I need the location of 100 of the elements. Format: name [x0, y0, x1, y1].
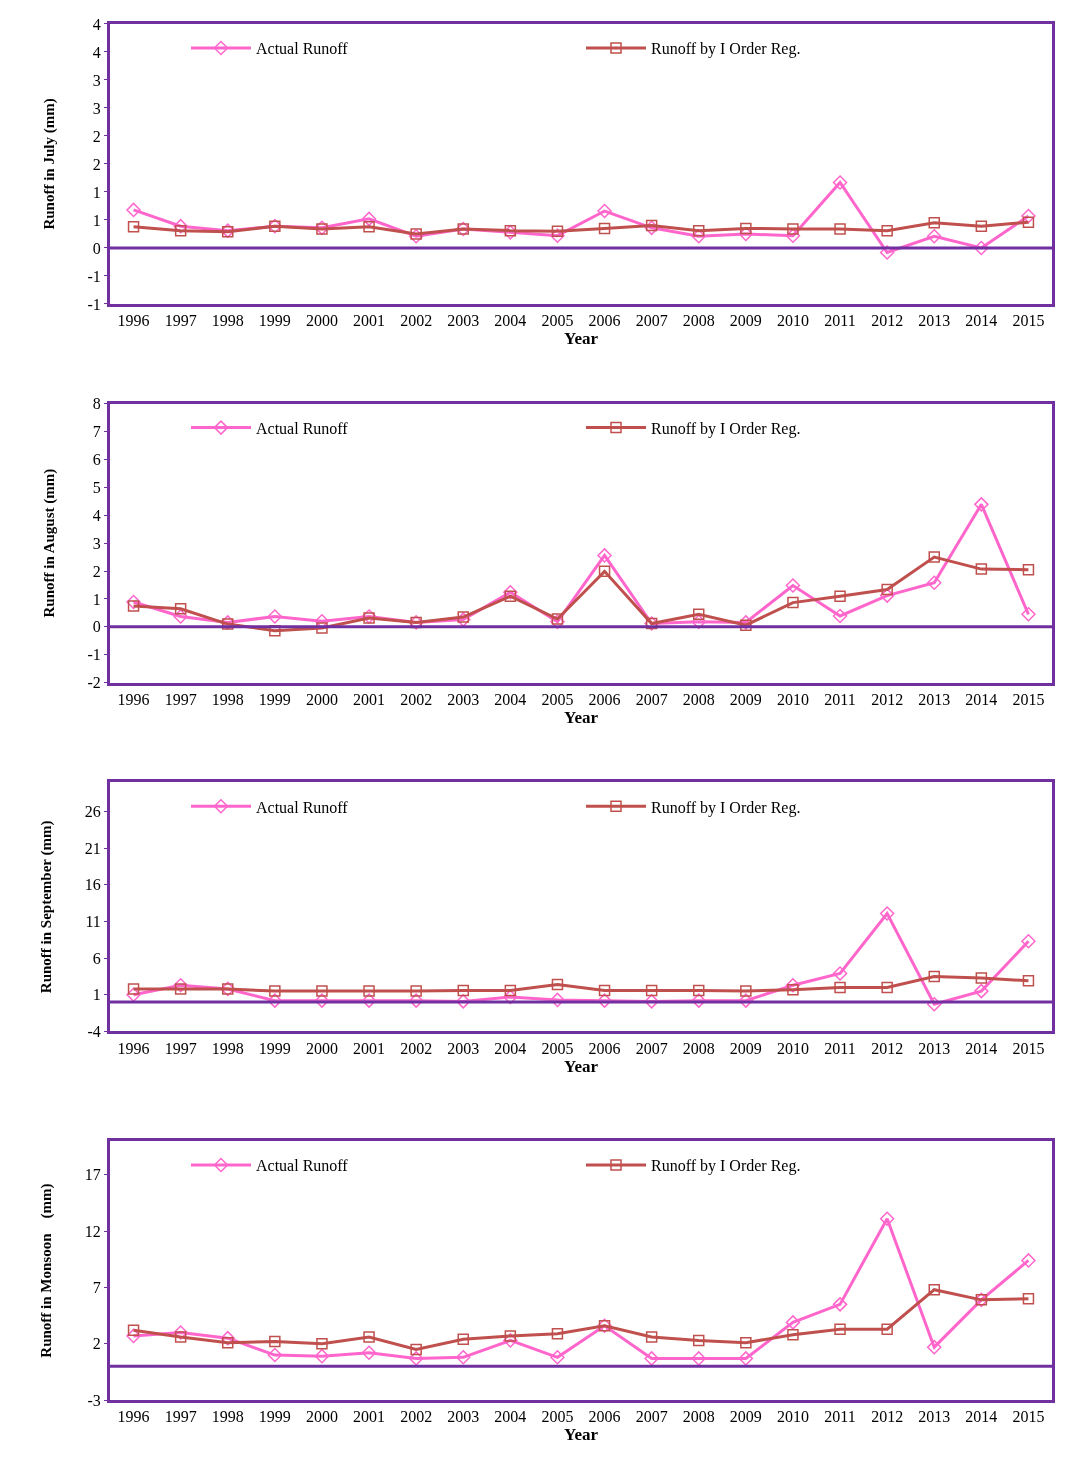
- point: [314, 993, 330, 1008]
- legend-label: Actual Runoff: [256, 798, 349, 816]
- y-axis-title: Runoff in September (mm): [38, 820, 56, 994]
- x-tick-label: 2012: [871, 690, 904, 708]
- x-tick-label: 2008: [682, 690, 715, 708]
- x-tick-label: 1996: [117, 312, 150, 330]
- legend-label: Runoff by I Order Reg.: [651, 1157, 801, 1176]
- point: [174, 224, 187, 237]
- x-tick-label: 1998: [211, 1039, 244, 1057]
- point: [550, 1350, 565, 1365]
- point: [314, 1348, 330, 1364]
- x-tick-label: 2011: [824, 690, 856, 708]
- point: [832, 1297, 848, 1312]
- point: [691, 993, 706, 1008]
- point: [832, 175, 848, 190]
- y-tick-label: 1: [92, 986, 101, 1004]
- point: [693, 608, 705, 621]
- y-tick-label: 1: [92, 211, 101, 229]
- x-tick-label: 2011: [824, 1039, 856, 1057]
- x-tick-label: 2007: [635, 1408, 668, 1426]
- x-tick-label: 2015: [1012, 1408, 1045, 1426]
- x-tick-label: 2006: [588, 1039, 621, 1057]
- legend-label: Runoff by I Order Reg.: [651, 798, 801, 817]
- point: [361, 1345, 377, 1361]
- x-tick-label: 1999: [258, 1039, 291, 1057]
- point: [408, 228, 424, 244]
- point: [361, 211, 377, 227]
- point: [220, 1330, 235, 1346]
- point: [974, 983, 989, 999]
- point: [173, 1325, 188, 1340]
- point: [410, 228, 422, 240]
- point: [644, 994, 659, 1009]
- x-tick-label: 1997: [164, 312, 197, 330]
- point: [785, 978, 801, 993]
- x-tick-label: 2006: [588, 690, 621, 708]
- y-tick-label: 4: [92, 15, 101, 33]
- y-tick-label: -1: [87, 295, 101, 313]
- y-tick-label: 2: [92, 127, 101, 145]
- x-tick-label: 2013: [918, 312, 951, 330]
- legend-label: Runoff by I Order Reg.: [651, 419, 801, 438]
- point: [645, 984, 658, 997]
- y-tick-label: -1: [87, 646, 101, 664]
- y-tick-label: 2: [92, 562, 101, 580]
- x-tick-label: 1999: [258, 690, 291, 708]
- point: [456, 1350, 471, 1365]
- x-tick-label: 2002: [400, 1408, 433, 1426]
- point: [881, 981, 893, 994]
- point: [551, 978, 564, 991]
- y-tick-label: 0: [92, 239, 101, 257]
- x-tick-label: 1998: [211, 312, 244, 330]
- x-tick-label: 1996: [117, 690, 150, 708]
- point: [645, 219, 658, 232]
- x-tick-label: 1997: [164, 1408, 197, 1426]
- point: [408, 993, 424, 1008]
- point: [598, 984, 611, 997]
- point: [598, 565, 611, 578]
- point: [928, 217, 940, 229]
- y-tick-label: -3: [87, 1391, 101, 1409]
- x-tick-label: 2014: [965, 312, 998, 330]
- x-tick-label: 2002: [400, 690, 433, 708]
- legend-label: Actual Runoff: [256, 419, 349, 437]
- x-tick-label: 2014: [965, 1408, 998, 1426]
- point: [1022, 975, 1035, 987]
- x-tick-label: 1999: [258, 1408, 291, 1426]
- point: [456, 994, 471, 1009]
- point: [927, 575, 942, 591]
- point: [503, 585, 518, 600]
- x-tick-label: 2009: [729, 690, 762, 708]
- legend-label: Runoff by I Order Reg.: [651, 40, 801, 59]
- point: [879, 906, 895, 921]
- point: [597, 203, 612, 219]
- y-tick-label: 2: [92, 155, 101, 173]
- point: [832, 608, 848, 624]
- x-tick-label: 2001: [353, 690, 386, 708]
- x-tick-label: 2002: [400, 312, 433, 330]
- point: [693, 984, 705, 997]
- point: [1021, 934, 1036, 949]
- x-tick-label: 2012: [871, 1408, 904, 1426]
- point: [787, 1329, 799, 1341]
- point: [504, 1330, 517, 1342]
- point: [928, 551, 940, 563]
- point: [126, 202, 141, 218]
- point: [410, 1343, 422, 1356]
- y-tick-label: 26: [84, 803, 101, 821]
- point: [127, 600, 140, 612]
- point: [1021, 1253, 1036, 1268]
- x-tick-label: 2015: [1012, 1039, 1045, 1057]
- point: [974, 240, 989, 256]
- point: [832, 966, 848, 981]
- x-tick-label: 2010: [776, 312, 809, 330]
- point: [834, 981, 846, 994]
- y-tick-label: 7: [92, 1279, 101, 1297]
- point: [316, 622, 328, 634]
- y-tick-label: 1: [92, 183, 101, 201]
- point: [1022, 563, 1035, 576]
- point: [1022, 216, 1035, 228]
- point: [597, 548, 612, 563]
- point: [975, 563, 988, 575]
- point: [316, 1338, 328, 1350]
- x-tick-label: 1998: [211, 690, 244, 708]
